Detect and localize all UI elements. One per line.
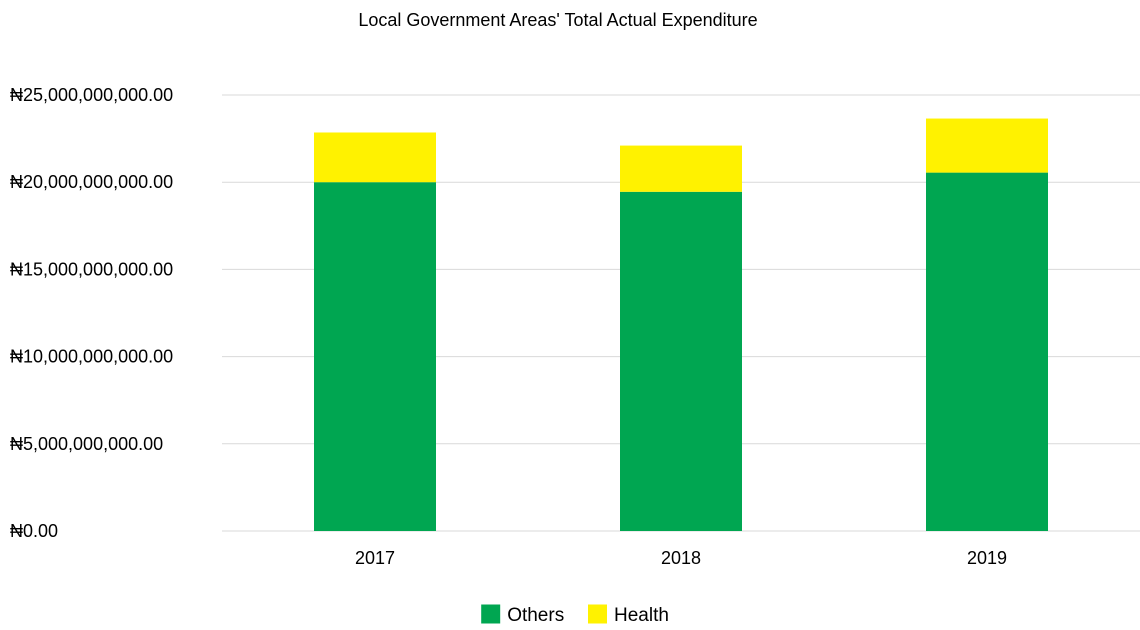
bars xyxy=(314,118,1048,532)
legend-swatch-health xyxy=(588,604,607,624)
bar-segment-others xyxy=(314,182,436,531)
y-tick-label: ₦25,000,000,000.00 xyxy=(10,85,173,105)
bar-segment-others xyxy=(620,191,742,532)
x-tick-label: 2018 xyxy=(661,548,701,568)
chart-title: Local Government Areas' Total Actual Exp… xyxy=(358,10,757,30)
x-tick-label: 2019 xyxy=(967,548,1007,568)
bar-segment-health xyxy=(926,118,1048,173)
y-tick-label: ₦0.00 xyxy=(10,521,58,541)
y-tick-label: ₦5,000,000,000.00 xyxy=(10,434,163,454)
legend-label-others: Others xyxy=(507,605,564,626)
legend-swatch-others xyxy=(481,604,501,624)
y-tick-label: ₦15,000,000,000.00 xyxy=(10,259,173,279)
bar-segment-health xyxy=(620,145,742,192)
bar-segment-health xyxy=(314,132,436,183)
x-axis-tick-labels: 2017 2018 2019 xyxy=(355,548,1007,568)
legend: Others Health xyxy=(481,604,669,626)
y-tick-label: ₦20,000,000,000.00 xyxy=(10,172,173,192)
y-tick-label: ₦10,000,000,000.00 xyxy=(10,347,173,367)
legend-label-health: Health xyxy=(614,605,669,626)
bar-segment-others xyxy=(926,172,1048,531)
x-tick-label: 2017 xyxy=(355,548,395,568)
y-axis-tick-labels: ₦0.00 ₦5,000,000,000.00 ₦10,000,000,000.00… xyxy=(10,85,173,541)
